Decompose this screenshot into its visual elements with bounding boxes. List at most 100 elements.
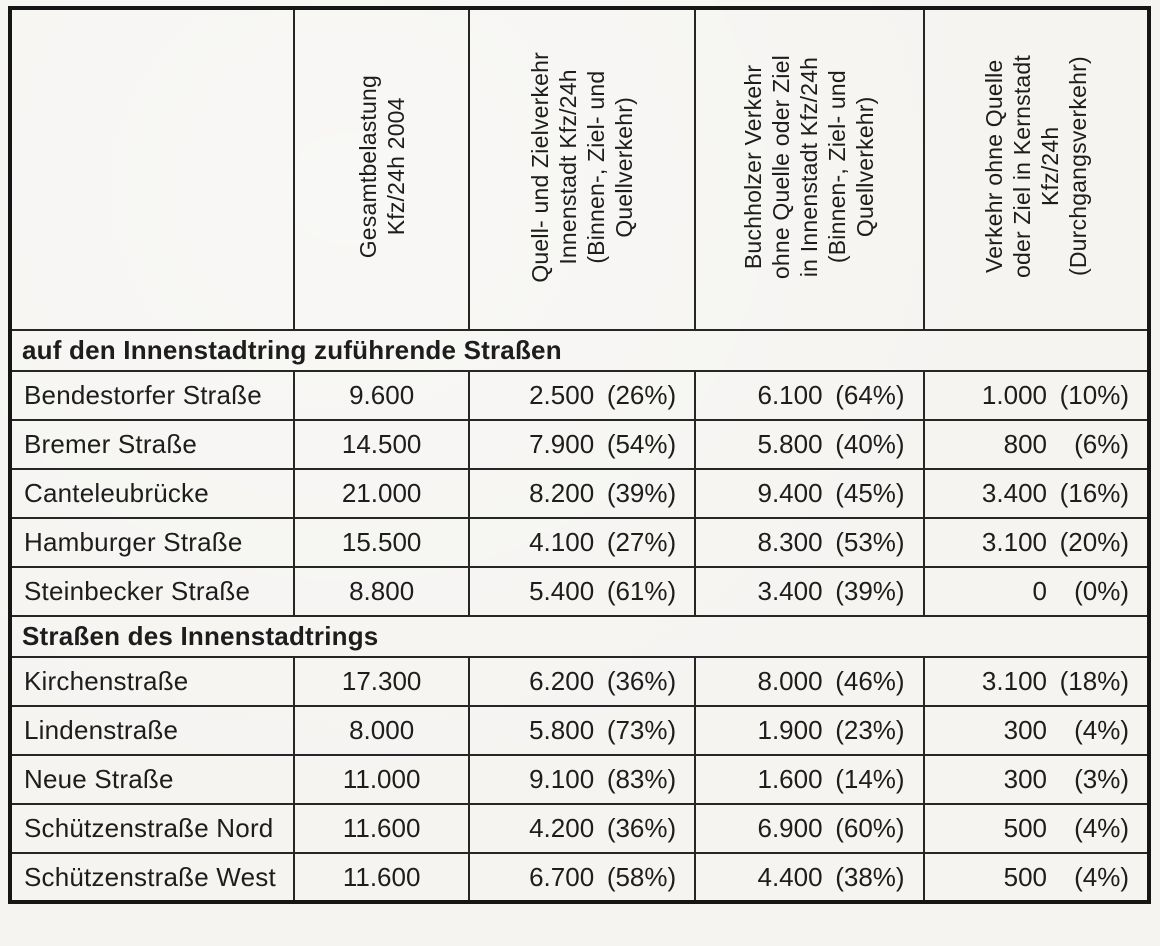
quell-ziel-cell: 9.100 (83%) — [467, 754, 697, 805]
quell-ziel-value: 6.200 — [529, 666, 595, 696]
total-cell: 21.000 — [293, 468, 470, 519]
quell-ziel-cell: 8.200 (39%) — [467, 468, 697, 519]
table-row: Steinbecker Straße 8.800 5.400 (61%) 3.40… — [8, 566, 1151, 617]
buchholzer-percent: (40%) — [835, 429, 905, 459]
buchholzer-value: 8.000 — [757, 666, 823, 696]
street-name-cell: Steinbecker Straße — [8, 566, 296, 617]
column-header-street — [8, 7, 296, 331]
buchholzer-cell: 8.000 (46%) — [694, 656, 925, 707]
buchholzer-cell: 3.400 (39%) — [694, 566, 925, 617]
quell-ziel-percent: (58%) — [606, 861, 677, 892]
quell-ziel-value: 2.500 — [529, 380, 595, 410]
durchgang-percent: (4%) — [1074, 813, 1129, 843]
street-name-cell: Lindenstraße — [8, 705, 296, 756]
buchholzer-percent: (14%) — [835, 764, 905, 794]
buchholzer-percent: (53%) — [835, 527, 905, 557]
buchholzer-cell: 4.400 (38%) — [694, 852, 925, 903]
quell-ziel-percent: (73%) — [606, 715, 677, 745]
durchgang-value: 800 — [1003, 429, 1047, 459]
buchholzer-value: 1.600 — [757, 764, 823, 794]
quell-ziel-value: 7.900 — [529, 429, 595, 459]
table-row: Hamburger Straße 15.500 4.100 (27%) 8.300… — [8, 517, 1151, 568]
buchholzer-percent: (23%) — [835, 715, 905, 745]
column-header-gesamtbelastung: Gesamtbelastung Kfz/24h 2004 — [293, 7, 470, 331]
durchgang-percent: (3%) — [1074, 764, 1129, 794]
section-header-row: auf den Innenstadtring zuführende Straße… — [9, 329, 1150, 372]
total-cell: 11.600 — [293, 803, 470, 854]
street-name-cell: Hamburger Straße — [8, 517, 296, 568]
durchgang-percent: (10%) — [1059, 380, 1129, 410]
buchholzer-percent: (64%) — [835, 380, 905, 410]
quell-ziel-cell: 4.100 (27%) — [467, 517, 697, 568]
buchholzer-value: 9.400 — [757, 478, 823, 508]
buchholzer-percent: (46%) — [835, 666, 905, 696]
table-row: Neue Straße 11.000 9.100 (83%) 1.600 (14%)… — [8, 754, 1151, 805]
quell-ziel-percent: (36%) — [606, 813, 677, 843]
durchgang-percent: (0%) — [1074, 576, 1129, 606]
durchgang-value: 300 — [1003, 715, 1047, 745]
quell-ziel-percent: (61%) — [606, 576, 677, 606]
durchgang-value: 500 — [1003, 861, 1047, 892]
column-header-durchgangsverkehr-label: Verkehr ohne Quelle oder Ziel in Kernsta… — [980, 55, 1091, 279]
buchholzer-value: 4.400 — [757, 861, 823, 892]
table-row: Bremer Straße 14.500 7.900 (54%) 5.800 (40… — [8, 419, 1151, 470]
durchgang-cell: 300 (3%) — [922, 754, 1151, 805]
table-row: Bendestorfer Straße 9.600 2.500 (26%) 6.1… — [8, 370, 1151, 421]
table-row: Schützenstraße Nord 11.600 4.200 (36%) 6.… — [8, 803, 1151, 854]
buchholzer-percent: (39%) — [835, 576, 905, 606]
buchholzer-value: 8.300 — [757, 527, 823, 557]
durchgang-value: 500 — [1003, 813, 1047, 843]
durchgang-value: 3.100 — [981, 666, 1047, 696]
durchgang-value: 0 — [1032, 576, 1047, 606]
buchholzer-cell: 1.600 (14%) — [694, 754, 925, 805]
quell-ziel-cell: 7.900 (54%) — [467, 419, 697, 470]
column-header-buchholzer-verkehr: Buchholzer Verkehr ohne Quelle oder Ziel… — [694, 7, 925, 331]
total-cell: 9.600 — [293, 370, 470, 421]
total-cell: 14.500 — [293, 419, 470, 470]
buchholzer-value: 3.400 — [757, 576, 823, 606]
buchholzer-percent: (45%) — [835, 478, 905, 508]
buchholzer-percent: (38%) — [835, 861, 905, 892]
traffic-volume-table: Gesamtbelastung Kfz/24h 2004 Quell- und … — [8, 6, 1151, 904]
street-name-cell: Kirchenstraße — [8, 656, 296, 707]
street-name-cell: Bendestorfer Straße — [8, 370, 296, 421]
quell-ziel-cell: 6.200 (36%) — [467, 656, 697, 707]
buchholzer-cell: 1.900 (23%) — [694, 705, 925, 756]
quell-ziel-cell: 6.700 (58%) — [467, 852, 697, 903]
buchholzer-value: 1.900 — [757, 715, 823, 745]
section-header-row: Straßen des Innenstadtrings — [9, 615, 1150, 658]
street-name-cell: Bremer Straße — [8, 419, 296, 470]
table-row: Canteleubrücke 21.000 8.200 (39%) 9.400 (4… — [8, 468, 1151, 519]
buchholzer-cell: 6.100 (64%) — [694, 370, 925, 421]
total-cell: 11.000 — [293, 754, 470, 805]
durchgang-percent: (16%) — [1059, 478, 1129, 508]
quell-ziel-percent: (26%) — [606, 380, 677, 410]
header-row: Gesamtbelastung Kfz/24h 2004 Quell- und … — [8, 7, 1151, 331]
quell-ziel-value: 9.100 — [529, 764, 595, 794]
quell-ziel-percent: (83%) — [606, 764, 677, 794]
section-title: Straßen des Innenstadtrings — [9, 615, 1150, 658]
section-title: auf den Innenstadtring zuführende Straße… — [9, 329, 1150, 372]
total-cell: 8.000 — [293, 705, 470, 756]
durchgang-percent: (20%) — [1059, 527, 1129, 557]
durchgang-percent: (4%) — [1074, 861, 1129, 892]
quell-ziel-percent: (39%) — [606, 478, 677, 508]
column-header-durchgangsverkehr: Verkehr ohne Quelle oder Ziel in Kernsta… — [922, 7, 1151, 331]
durchgang-value: 3.400 — [981, 478, 1047, 508]
total-cell: 15.500 — [293, 517, 470, 568]
street-name-cell: Canteleubrücke — [8, 468, 296, 519]
durchgang-cell: 3.400 (16%) — [922, 468, 1151, 519]
durchgang-value: 3.100 — [981, 527, 1047, 557]
quell-ziel-percent: (36%) — [606, 666, 677, 696]
durchgang-percent: (18%) — [1059, 666, 1129, 696]
quell-ziel-value: 4.200 — [529, 813, 595, 843]
street-name-cell: Schützenstraße Nord — [8, 803, 296, 854]
durchgang-cell: 300 (4%) — [922, 705, 1151, 756]
quell-ziel-percent: (27%) — [606, 527, 677, 557]
buchholzer-cell: 8.300 (53%) — [694, 517, 925, 568]
quell-ziel-value: 8.200 — [529, 478, 595, 508]
total-cell: 11.600 — [293, 852, 470, 903]
buchholzer-value: 6.900 — [757, 813, 823, 843]
durchgang-percent: (6%) — [1074, 429, 1129, 459]
